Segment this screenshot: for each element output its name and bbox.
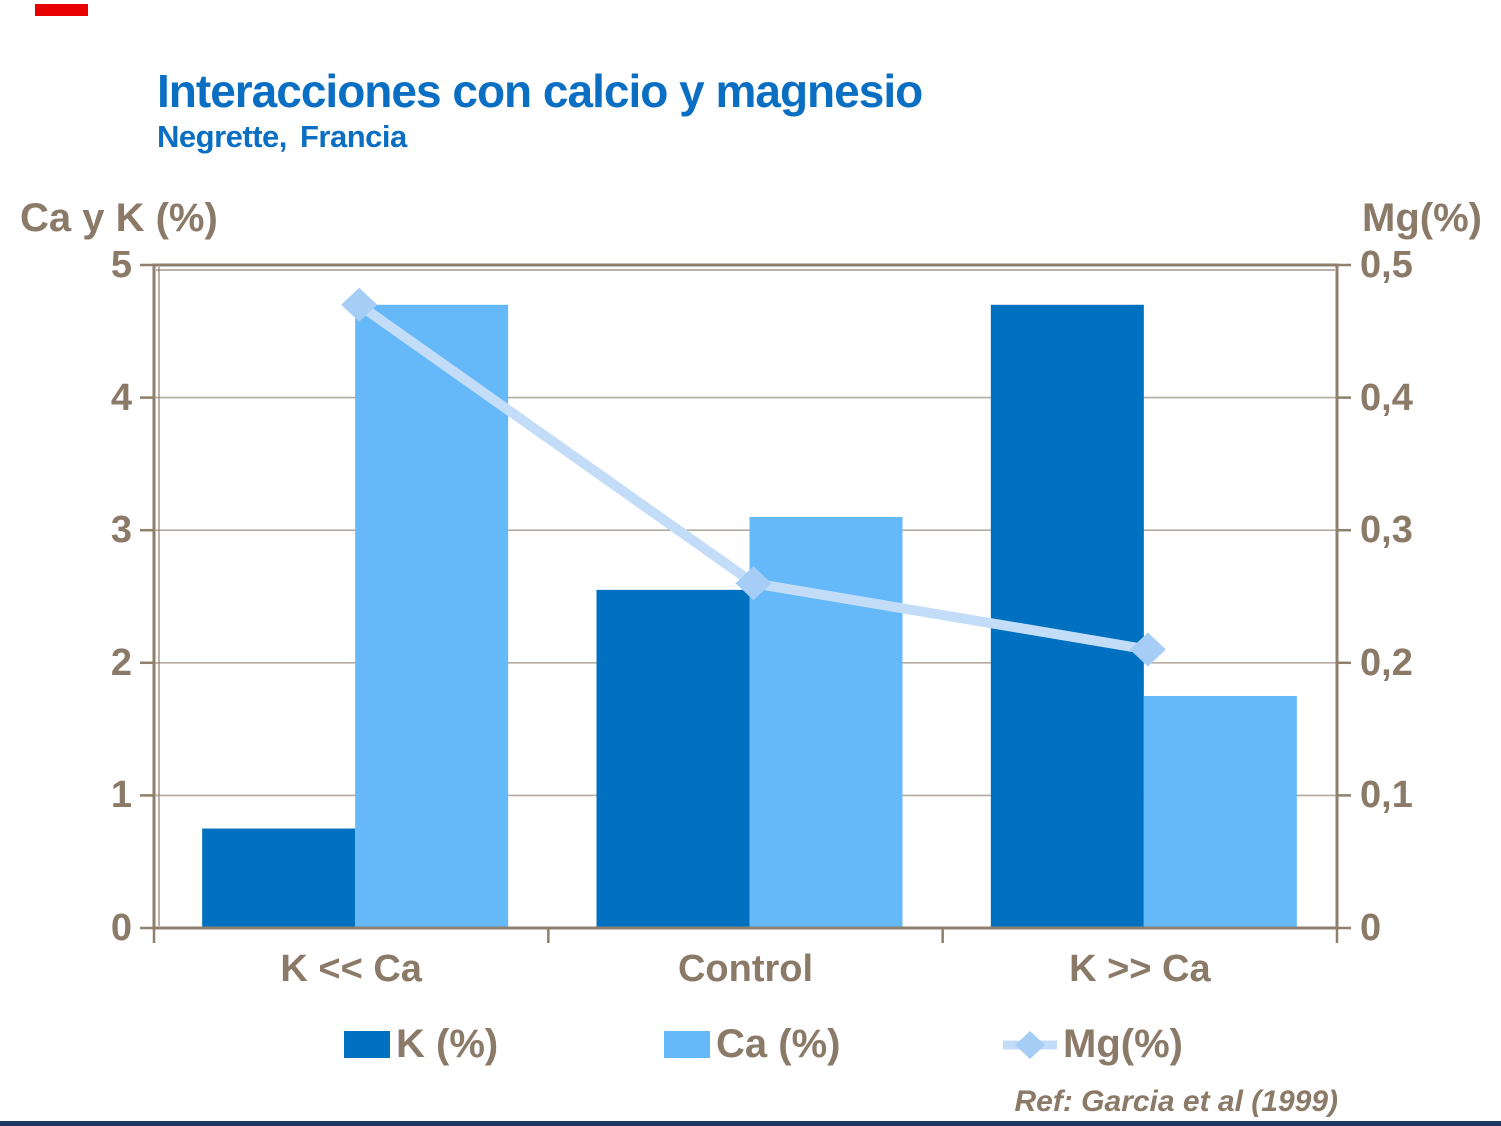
legend-swatch-mg-line-marker xyxy=(1003,1030,1057,1059)
legend-item: Mg(%) xyxy=(1001,1022,1183,1067)
legend-label: Mg(%) xyxy=(1063,1022,1183,1066)
bar-k xyxy=(202,828,356,928)
legend-swatch-ca xyxy=(664,1031,710,1058)
right-axis-title: Mg(%) xyxy=(1362,196,1482,240)
category-label: K >> Ca xyxy=(1069,948,1211,990)
right-axis-tick-label: 0 xyxy=(1360,907,1382,949)
category-label: K << Ca xyxy=(280,948,422,990)
legend-label: Ca (%) xyxy=(716,1022,841,1066)
right-axis-tick-label: 0,1 xyxy=(1360,774,1413,817)
left-axis-tick-label: 4 xyxy=(110,376,132,419)
left-axis-title: Ca y K (%) xyxy=(20,196,218,240)
right-axis-tick-label: 0,2 xyxy=(1360,641,1413,684)
left-axis-tick-label: 3 xyxy=(110,509,132,552)
reference-note: Ref: Garcia et al (1999) xyxy=(1014,1085,1338,1118)
bottom-bar xyxy=(0,1121,1501,1126)
top-accent-bar xyxy=(35,4,88,16)
left-axis-tick-label: 0 xyxy=(110,907,132,949)
legend-label: K (%) xyxy=(396,1022,499,1066)
right-axis-tick-label: 0,4 xyxy=(1360,376,1413,419)
legend-swatch-k xyxy=(344,1031,390,1058)
mg-marker-diamond xyxy=(341,287,378,322)
right-axis-tick-label: 0,3 xyxy=(1360,509,1413,552)
slide-subtitle: Negrette, Francia xyxy=(157,119,407,154)
category-label: Control xyxy=(677,948,814,990)
bar-ca xyxy=(1143,695,1297,928)
legend-item: K (%) xyxy=(344,1022,498,1067)
left-axis-tick-label: 1 xyxy=(110,774,132,817)
bar-k xyxy=(596,589,750,928)
left-axis-tick-label: 5 xyxy=(110,244,132,286)
bar-k xyxy=(990,304,1144,928)
mg-marker-diamond xyxy=(1129,632,1166,667)
bar-ca xyxy=(355,304,509,928)
slide-title: Interacciones con calcio y magnesio xyxy=(157,65,923,117)
bar-ca xyxy=(749,516,903,928)
plot-frame xyxy=(152,263,1339,930)
legend-item: Ca (%) xyxy=(664,1022,840,1067)
right-axis-tick-label: 0,5 xyxy=(1360,244,1413,286)
mg-marker-diamond xyxy=(735,566,772,601)
left-axis-tick-label: 2 xyxy=(110,641,132,684)
